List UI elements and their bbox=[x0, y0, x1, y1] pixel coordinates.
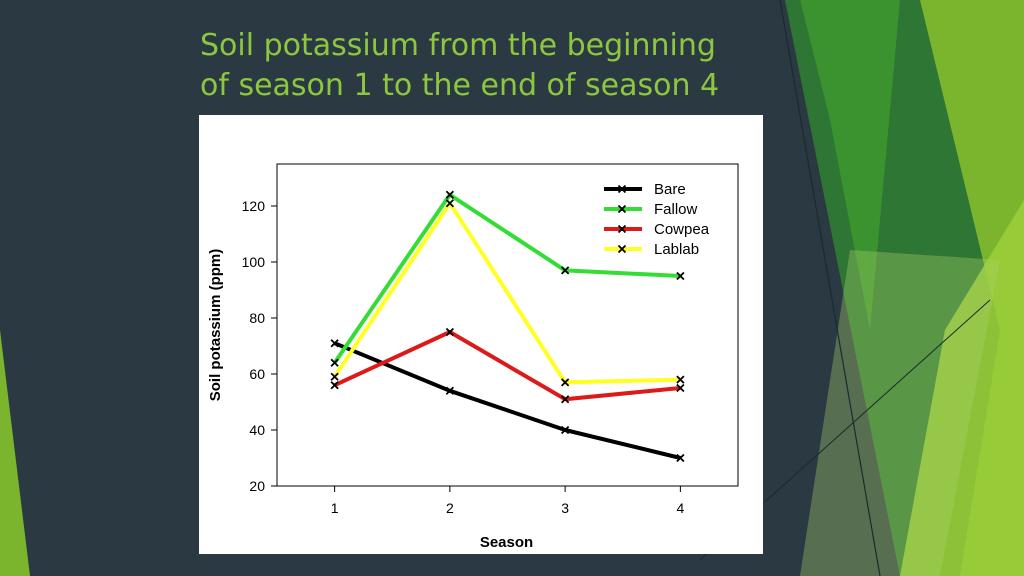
data-point bbox=[330, 358, 339, 367]
series-cowpea bbox=[330, 327, 685, 404]
x-tick-label: 4 bbox=[676, 500, 684, 516]
series-bare bbox=[330, 339, 685, 463]
data-point bbox=[560, 425, 570, 435]
decor-left-green bbox=[0, 330, 30, 576]
series-line bbox=[333, 330, 681, 402]
data-point bbox=[560, 266, 570, 275]
series-lablab bbox=[330, 199, 685, 387]
series-line bbox=[333, 341, 681, 460]
data-point bbox=[445, 386, 455, 395]
legend-item-cowpea: Cowpea bbox=[604, 221, 710, 238]
data-point bbox=[676, 271, 685, 281]
data-point bbox=[330, 372, 339, 381]
chart-panel: 20 40 60 80 100 120 1 2 3 4 Season Soil potassium (… bbox=[199, 115, 763, 554]
legend-label: Lablab bbox=[654, 241, 699, 258]
decor-right-light-green bbox=[900, 200, 1024, 576]
y-tick-label: 120 bbox=[242, 198, 266, 214]
data-point bbox=[676, 453, 685, 463]
y-axis-label: Soil potassium (ppm) bbox=[207, 249, 224, 402]
data-point bbox=[445, 199, 455, 208]
data-point bbox=[560, 378, 570, 387]
series-line bbox=[332, 192, 681, 364]
x-tick-label: 3 bbox=[561, 500, 569, 516]
legend-label: Bare bbox=[654, 181, 686, 198]
y-tick-label: 40 bbox=[249, 422, 265, 438]
x-tick-label: 1 bbox=[331, 500, 339, 516]
data-point bbox=[676, 383, 685, 393]
y-tick-label: 100 bbox=[242, 254, 266, 270]
decor-thin-line bbox=[779, 0, 881, 576]
line-chart: 20 40 60 80 100 120 1 2 3 4 Season Soil potassium (… bbox=[207, 163, 739, 551]
data-point bbox=[445, 190, 455, 199]
y-tick-label: 20 bbox=[249, 478, 265, 494]
y-tick-label: 80 bbox=[249, 310, 265, 326]
legend-marker bbox=[617, 204, 627, 214]
legend-item-lablab: Lablab bbox=[604, 241, 699, 258]
y-tick-label: 60 bbox=[249, 366, 265, 382]
x-tick-label: 2 bbox=[446, 500, 454, 516]
legend-item-fallow: Fallow bbox=[604, 201, 698, 218]
data-point bbox=[445, 327, 455, 337]
plot-frame bbox=[276, 163, 739, 487]
data-point bbox=[560, 395, 570, 404]
series-fallow bbox=[330, 190, 685, 367]
x-axis-label: Season bbox=[480, 534, 533, 551]
decor-right-mid-green bbox=[800, 0, 900, 330]
legend-marker bbox=[617, 184, 627, 194]
legend-label: Cowpea bbox=[654, 221, 710, 238]
slide-title: Soil potassium from the beginning of sea… bbox=[200, 28, 720, 103]
data-point bbox=[330, 339, 339, 348]
legend-item-bare: Bare bbox=[604, 181, 686, 198]
series-line bbox=[332, 201, 681, 385]
data-point bbox=[676, 375, 685, 384]
legend-marker bbox=[617, 244, 627, 254]
decor-right-translucent bbox=[800, 250, 1000, 576]
legend-label: Fallow bbox=[654, 201, 698, 218]
data-point bbox=[330, 381, 339, 390]
legend-marker bbox=[617, 224, 627, 234]
